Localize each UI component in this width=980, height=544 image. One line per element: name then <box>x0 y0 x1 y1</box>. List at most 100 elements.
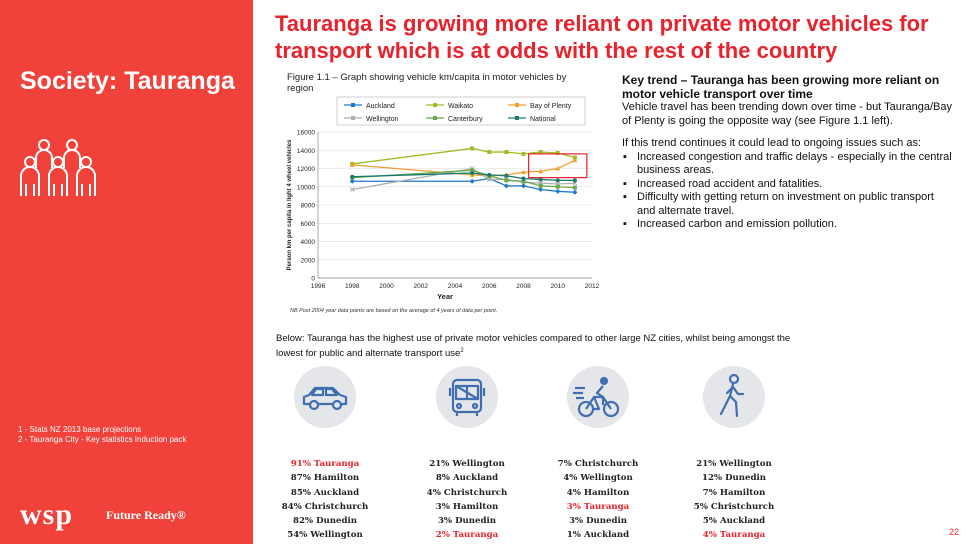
stat-item: 1% Auckland <box>566 530 630 541</box>
data-point <box>521 151 526 156</box>
data-point <box>538 168 544 174</box>
sidebar-title: Society: Tauranga <box>20 67 235 95</box>
stat-item: 7% Christchurch <box>557 459 639 469</box>
x-tick-label: 2000 <box>379 283 394 290</box>
data-point <box>572 155 577 160</box>
x-tick-label: 1996 <box>311 283 326 290</box>
legend-marker <box>433 103 437 107</box>
bus-icon-circle <box>436 366 498 428</box>
x-tick-label: 2012 <box>585 283 600 290</box>
line-chart: Auckland Waikato Bay of Plenty Wellington Ca… <box>287 96 600 301</box>
stat-item: 5% Auckland <box>702 516 766 527</box>
page-title: Tauranga is growing more reliant on priv… <box>275 11 929 63</box>
data-point <box>521 183 526 189</box>
x-tick-label: 2004 <box>448 283 463 290</box>
stat-item: 21% Wellington <box>429 459 505 469</box>
data-point <box>555 166 561 171</box>
data-point <box>349 187 355 192</box>
cyclist-icon-circle <box>567 366 629 428</box>
data-point <box>486 177 492 182</box>
y-tick-label: 8000 <box>301 203 316 210</box>
legend-marker <box>351 103 355 107</box>
y-tick-label: 0 <box>311 276 315 283</box>
y-tick-label: 6000 <box>301 221 316 228</box>
wsp-logo: wsp <box>20 498 74 531</box>
stat-item: 3% Hamilton <box>435 501 499 512</box>
walk-stats: 21% Wellington 12% Dunedin 7% Hamilton 5% C… <box>669 457 799 543</box>
data-point <box>487 172 492 177</box>
stat-item: 5% Christchurch <box>693 501 775 512</box>
bus-stats: 21% Wellington 8% Auckland 4% Christchurch… <box>402 457 532 543</box>
stat-item: 7% Hamilton <box>702 487 766 498</box>
car-stats: 91% Tauranga 87% Hamilton 85% Auckland 84% … <box>260 457 390 543</box>
walker-icon <box>719 373 745 418</box>
legend-label: Canterbury <box>448 116 483 123</box>
legend-label: National <box>530 116 556 123</box>
chart-note: NB Post 2004 year data points are based … <box>290 308 498 314</box>
series-line <box>352 147 576 165</box>
stat-item: 4% Tauranga <box>702 530 766 541</box>
data-point <box>521 179 526 184</box>
data-point <box>470 168 475 173</box>
legend-label: Auckland <box>366 103 395 110</box>
tagline: Future Ready® <box>106 508 186 522</box>
stat-item: 4% Christchurch <box>426 487 508 498</box>
x-tick-label: 2002 <box>414 283 429 290</box>
data-point <box>350 174 355 179</box>
stat-item: 8% Auckland <box>435 473 499 484</box>
data-point <box>555 178 560 183</box>
data-point <box>487 150 492 155</box>
stat-item: 85% Auckland <box>290 487 360 498</box>
key-trend-para: Vehicle travel has been trending down ov… <box>622 101 952 127</box>
key-trend-para: If this trend continues it could lead to… <box>622 137 922 149</box>
y-tick-label: 14000 <box>297 148 315 155</box>
data-point <box>504 173 509 178</box>
x-tick-label: 1998 <box>345 283 360 290</box>
legend-label: Wellington <box>366 116 399 123</box>
data-point <box>555 188 561 194</box>
list-item: Increased carbon and emission pollution. <box>623 218 952 232</box>
x-axis-label: Year <box>437 292 453 301</box>
y-tick-label: 16000 <box>297 130 315 137</box>
stat-item: 12% Dunedin <box>701 473 767 484</box>
y-tick-label: 2000 <box>301 257 316 264</box>
legend-marker <box>351 116 355 120</box>
stat-item: 4% Hamilton <box>566 487 630 498</box>
data-point <box>349 178 355 184</box>
x-tick-label: 2010 <box>551 283 566 290</box>
stat-item: 82% Dunedin <box>292 516 358 527</box>
cyclist-icon <box>573 376 620 418</box>
people-icon <box>20 139 96 196</box>
page-number: 22 <box>949 527 960 537</box>
highlight-box <box>528 153 588 179</box>
data-point <box>572 185 577 190</box>
data-point <box>504 178 509 183</box>
legend-label: Bay of Plenty <box>530 103 572 110</box>
footnote-ref: 2 <box>460 348 464 354</box>
below-text: Below: Tauranga has the highest use of p… <box>276 333 816 360</box>
data-point <box>555 184 560 189</box>
y-axis-label: Person km per capita in light 4 wheel ve… <box>287 139 293 270</box>
walker-icon-circle <box>703 366 765 428</box>
stat-item: 21% Wellington <box>696 459 772 469</box>
list-item: Increased road accident and fatalities. <box>623 178 952 192</box>
legend-box <box>336 96 586 126</box>
data-point <box>521 176 526 181</box>
data-point <box>349 162 355 167</box>
stat-item: 3% Tauranga <box>566 501 630 512</box>
figure-caption: Figure 1.1 – Graph showing vehicle km/ca… <box>287 72 567 94</box>
issues-list: Increased congestion and traffic delays … <box>622 151 952 232</box>
footnote: 2 - Tauranga City - Key statistics Induc… <box>18 435 187 444</box>
data-point <box>521 169 526 175</box>
stat-item: 3% Dunedin <box>437 516 497 527</box>
data-point <box>538 177 543 182</box>
data-point <box>470 146 475 151</box>
list-item: Difficulty with getting return on invest… <box>623 191 952 218</box>
y-tick-label: 10000 <box>297 184 315 191</box>
cycle-stats: 7% Christchurch 4% Wellington 4% Hamilton 3… <box>533 457 663 543</box>
stat-item: 3% Dunedin <box>568 516 628 527</box>
data-point <box>538 186 544 192</box>
series-line <box>352 169 575 189</box>
stat-item: 4% Wellington <box>563 473 633 484</box>
series-line <box>352 177 575 193</box>
